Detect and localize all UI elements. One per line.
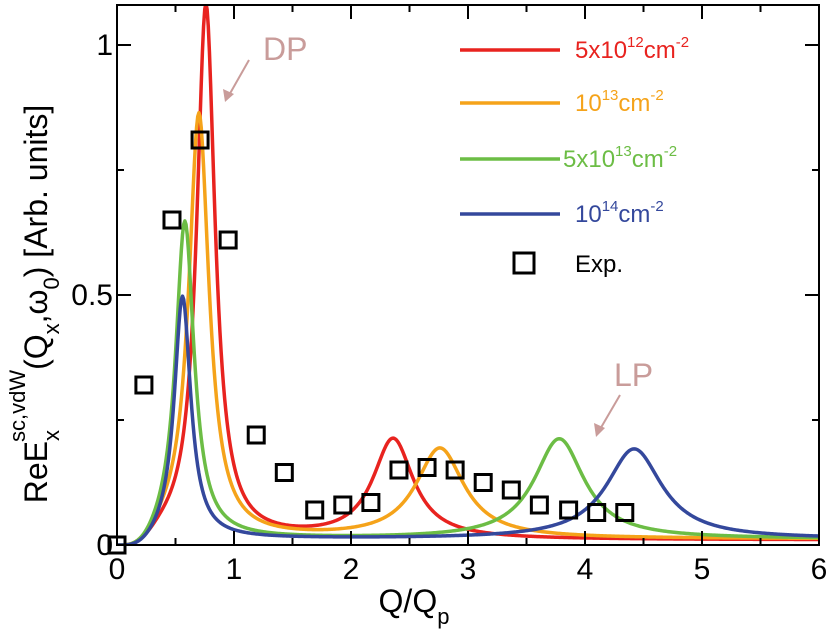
experiment-point bbox=[417, 458, 437, 477]
annotation-lp-arrow bbox=[598, 394, 621, 432]
legend-label-series-2: 5x1013cm-2 bbox=[563, 143, 677, 173]
x-tick-label: 3 bbox=[460, 553, 477, 586]
legend-entry-series-1: 1013cm-2 bbox=[460, 87, 664, 117]
annotation-dp-arrowhead bbox=[223, 89, 234, 102]
y-axis-title-args-sub1: x bbox=[39, 323, 64, 334]
y-tick-label: 0 bbox=[96, 529, 113, 562]
y-axis-title: ReExsc,vdW(Qx,ω0) [Arb. units] bbox=[5, 105, 64, 504]
experiment-point bbox=[134, 375, 154, 395]
series-layer bbox=[117, 5, 819, 545]
x-tick-label: 0 bbox=[109, 553, 126, 586]
experiment-point bbox=[559, 500, 579, 520]
x-axis-title-subscript: p bbox=[437, 604, 449, 629]
y-axis-title-args-sub2: 0 bbox=[39, 277, 64, 289]
annotation-lp-arrowhead bbox=[594, 423, 605, 437]
experiment-point bbox=[246, 425, 266, 445]
experiment-point bbox=[389, 460, 409, 480]
annotation-dp: DP bbox=[223, 31, 307, 102]
x-tick-label: 2 bbox=[343, 553, 360, 586]
y-tick-label: 1 bbox=[96, 29, 113, 62]
series-line-1 bbox=[117, 110, 819, 545]
legend-label-series-0: 5x1012cm-2 bbox=[575, 34, 689, 64]
experiment-point bbox=[615, 503, 635, 522]
plot-frame bbox=[116, 4, 820, 546]
experiment-point bbox=[587, 503, 607, 522]
experiment-point bbox=[445, 460, 465, 480]
x-tick-label: 6 bbox=[811, 553, 827, 586]
legend-entry-experiment: Exp. bbox=[512, 251, 623, 278]
experiment-point bbox=[473, 473, 493, 492]
legend: 5x1012cm-2 1013cm-2 5x1013cm-2 1014cm-2 … bbox=[460, 34, 689, 278]
x-tick-label: 4 bbox=[577, 553, 594, 586]
y-axis-title-subscript: x bbox=[39, 430, 64, 441]
experiment-point bbox=[274, 463, 294, 482]
legend-entry-series-2: 5x1013cm-2 bbox=[460, 143, 677, 173]
annotation-lp: LP bbox=[594, 357, 653, 437]
annotation-dp-label: DP bbox=[263, 31, 307, 67]
y-tick-label: 0.5 bbox=[71, 279, 113, 312]
y-axis-title-args-end: ) [Arb. units] bbox=[18, 105, 54, 278]
experiment-point bbox=[162, 210, 182, 230]
legend-entry-series-3: 1014cm-2 bbox=[460, 198, 664, 228]
experiment-point bbox=[333, 495, 353, 515]
experiment-point bbox=[218, 230, 238, 250]
annotation-dp-arrow bbox=[227, 59, 250, 98]
y-axis-title-args: (Q bbox=[18, 334, 54, 370]
annotation-lp-label: LP bbox=[614, 357, 653, 393]
experiment-markers bbox=[107, 130, 635, 555]
series-line-3 bbox=[117, 294, 819, 545]
legend-entry-series-0: 5x1012cm-2 bbox=[460, 34, 689, 64]
x-tick-label: 5 bbox=[694, 553, 711, 586]
experiment-point bbox=[190, 130, 210, 150]
tick-layer: 0 1 2 3 4 5 6 0 0.5 1 bbox=[71, 5, 827, 586]
legend-marker-experiment bbox=[512, 251, 536, 275]
x-axis-title: Q/Qp bbox=[379, 583, 450, 629]
experiment-point bbox=[361, 493, 381, 512]
y-axis-title-args-mid: ,ω bbox=[18, 289, 54, 323]
series-line-0 bbox=[117, 5, 819, 545]
y-axis-title-superscript: sc,vdW bbox=[5, 370, 30, 442]
experiment-point bbox=[501, 480, 521, 500]
experiment-point bbox=[305, 500, 325, 520]
legend-label-series-1: 1013cm-2 bbox=[575, 87, 664, 117]
legend-label-experiment: Exp. bbox=[575, 251, 623, 278]
experiment-point bbox=[529, 495, 549, 515]
legend-label-series-3: 1014cm-2 bbox=[575, 198, 664, 228]
x-tick-label: 1 bbox=[226, 553, 243, 586]
